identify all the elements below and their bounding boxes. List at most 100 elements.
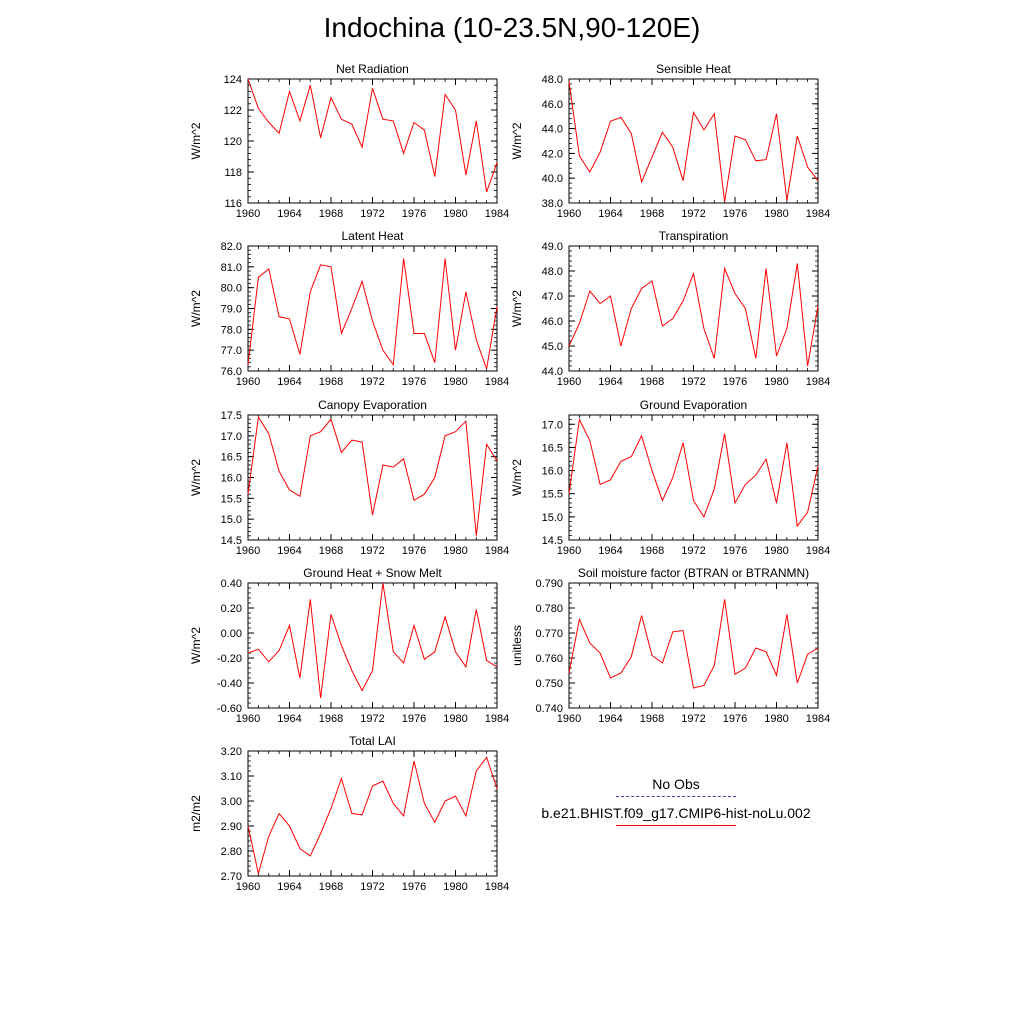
chart-panel-7: Ground Heat + Snow Melt W/m^2 1960 1964 1968…: [189, 566, 509, 725]
y-axis-label: W/m^2: [189, 290, 203, 327]
series-line: [568, 417, 819, 528]
y-tick-label: 76.0: [221, 366, 242, 378]
x-tick-label: 1980: [764, 208, 788, 220]
series-line: [247, 78, 498, 193]
y-tick-label: 38.0: [542, 198, 563, 210]
panel-title: Total LAI: [349, 734, 396, 748]
y-tick-label: 17.0: [542, 419, 563, 431]
y-tick-label: 45.0: [542, 341, 563, 353]
y-tick-label: 124: [224, 74, 242, 86]
x-tick-label: 1984: [806, 208, 830, 220]
x-tick-label: 1972: [360, 545, 384, 557]
y-axis-label: W/m^2: [510, 459, 524, 496]
panel-title: Sensible Heat: [656, 62, 731, 76]
legend-label-obs: No Obs: [652, 776, 700, 792]
panel-title: Soil moisture factor (BTRAN or BTRANMN): [578, 566, 809, 580]
panel-title: Ground Evaporation: [640, 398, 747, 412]
x-tick-label: 1960: [236, 376, 260, 388]
y-tick-label: 16.5: [542, 442, 563, 454]
x-tick-label: 1964: [277, 545, 301, 557]
y-tick-label: 0.40: [221, 578, 242, 590]
y-tick-label: 48.0: [542, 266, 563, 278]
y-tick-label: 15.5: [542, 489, 563, 501]
x-tick-label: 1980: [443, 713, 467, 725]
x-tick-label: 1968: [640, 713, 664, 725]
legend-label-model: b.e21.BHIST.f09_g17.CMIP6-hist-noLu.002: [541, 805, 811, 821]
y-tick-label: 14.5: [221, 535, 242, 547]
y-tick-label: 0.740: [535, 703, 563, 715]
x-tick-label: 1960: [236, 713, 260, 725]
x-tick-label: 1964: [598, 208, 622, 220]
x-tick-label: 1980: [443, 545, 467, 557]
x-tick-label: 1980: [443, 881, 467, 893]
plot-frame: [247, 245, 498, 372]
x-tick-label: 1960: [236, 208, 260, 220]
y-tick-label: 3.20: [221, 746, 242, 758]
plot-frame: [247, 750, 498, 877]
y-tick-label: 40.0: [542, 173, 563, 185]
y-tick-label: 15.5: [221, 493, 242, 505]
y-tick-label: 17.5: [221, 410, 242, 422]
y-tick-label: 116: [224, 198, 242, 210]
x-tick-label: 1972: [681, 208, 705, 220]
x-tick-label: 1976: [402, 545, 426, 557]
x-tick-label: 1972: [681, 376, 705, 388]
plot-frame: [568, 582, 819, 709]
y-axis-label: unitless: [510, 625, 524, 666]
y-tick-label: 2.70: [221, 871, 242, 883]
plot-frame: [568, 78, 819, 204]
plot-frame: [247, 414, 498, 541]
page-title: Indochina (10-23.5N,90-120E): [323, 12, 701, 43]
chart-panel-4: Transpiration W/m^2 1960 1964 1968 1972 1976 19…: [510, 229, 830, 388]
x-tick-label: 1976: [723, 208, 747, 220]
series-line: [568, 81, 819, 202]
x-tick-label: 1984: [485, 713, 509, 725]
chart-panel-9: Total LAI m2/m2 1960 1964 1968 1972 1976 1980 19…: [189, 734, 509, 893]
x-tick-label: 1984: [485, 208, 509, 220]
y-tick-label: 44.0: [542, 366, 563, 378]
x-tick-label: 1980: [764, 376, 788, 388]
y-tick-label: 44.0: [542, 124, 563, 136]
y-axis-label: W/m^2: [510, 290, 524, 327]
y-tick-label: 14.5: [542, 535, 563, 547]
y-axis-label: W/m^2: [189, 627, 203, 664]
legend-line-obs: [616, 796, 736, 797]
chart-panel-1: Net Radiation W/m^2 1960 1964 1968 1972 1976 19…: [189, 62, 509, 220]
y-tick-label: 0.790: [535, 578, 563, 590]
y-tick-label: 81.0: [221, 262, 242, 274]
y-tick-label: 0.760: [535, 653, 563, 665]
chart-panel-8: Soil moisture factor (BTRAN or BTRANMN) u…: [510, 566, 830, 725]
x-tick-label: 1960: [557, 376, 581, 388]
y-tick-label: 0.780: [535, 603, 563, 615]
x-tick-label: 1980: [443, 376, 467, 388]
y-tick-label: 46.0: [542, 99, 563, 111]
x-tick-label: 1972: [360, 376, 384, 388]
x-tick-label: 1972: [360, 713, 384, 725]
x-tick-label: 1960: [557, 713, 581, 725]
series-line: [568, 263, 819, 367]
x-tick-label: 1968: [319, 376, 343, 388]
y-tick-label: 3.10: [221, 771, 242, 783]
x-tick-label: 1968: [640, 208, 664, 220]
y-tick-label: 0.770: [535, 628, 563, 640]
x-tick-label: 1976: [723, 713, 747, 725]
y-axis-label: W/m^2: [510, 122, 524, 159]
x-tick-label: 1960: [236, 881, 260, 893]
legend-line-model: [616, 825, 736, 826]
y-tick-label: 42.0: [542, 148, 563, 160]
y-axis-label: W/m^2: [189, 459, 203, 496]
x-tick-label: 1980: [764, 545, 788, 557]
x-tick-label: 1968: [319, 208, 343, 220]
x-tick-label: 1984: [806, 376, 830, 388]
y-tick-label: 78.0: [221, 324, 242, 336]
x-tick-label: 1964: [598, 713, 622, 725]
x-tick-label: 1984: [485, 545, 509, 557]
y-tick-label: 46.0: [542, 316, 563, 328]
y-tick-label: 49.0: [542, 241, 563, 253]
panel-title: Transpiration: [659, 229, 729, 243]
plot-frame: [247, 582, 498, 709]
y-tick-label: -0.60: [217, 703, 242, 715]
y-tick-label: -0.40: [217, 678, 242, 690]
x-tick-label: 1972: [360, 208, 384, 220]
